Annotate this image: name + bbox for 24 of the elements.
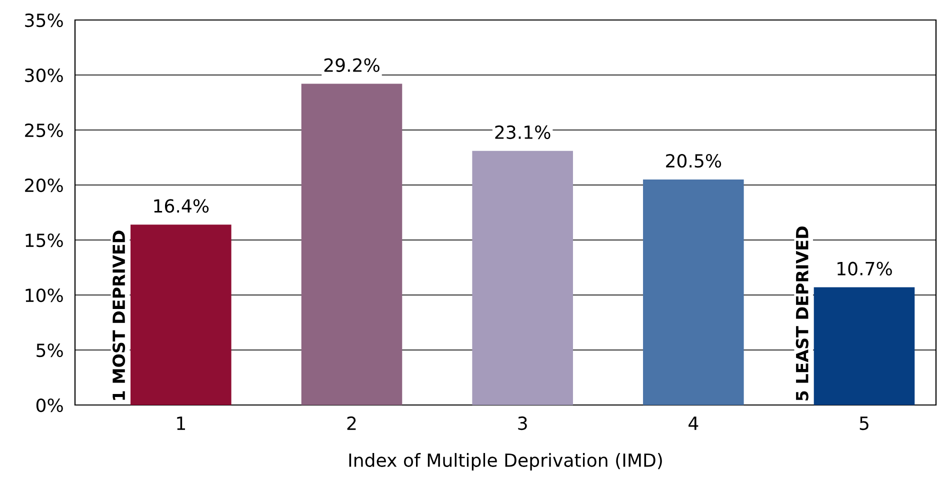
y-tick-label: 5%	[36, 343, 63, 358]
data-label: 20.5%	[666, 154, 722, 168]
x-axis-title: Index of Multiple Deprivation (IMD)	[349, 453, 662, 471]
x-tick-label: 4	[688, 416, 698, 430]
annotation: 1 MOST DEPRIVED	[112, 230, 126, 400]
data-label: 16.4%	[154, 199, 209, 213]
y-tick-label: 0%	[36, 398, 63, 412]
x-tick-label: 5	[860, 416, 868, 430]
y-tick-label: 30%	[25, 68, 63, 82]
y-tick-label: 35%	[25, 13, 63, 28]
bar	[301, 84, 402, 405]
y-tick-label: 20%	[25, 178, 63, 192]
y-tick-label: 10%	[26, 288, 63, 302]
data-label: 29.2%	[324, 58, 380, 72]
data-label: 10.7%	[838, 262, 892, 276]
x-tick-label: 2	[347, 416, 356, 430]
bar	[643, 180, 744, 405]
bar	[472, 150, 573, 405]
annotation: 5 LEAST DEPRIVED	[796, 226, 808, 400]
x-tick-label: 1	[177, 416, 185, 430]
data-label: 23.1%	[495, 125, 550, 140]
y-tick-label: 15%	[26, 233, 63, 248]
x-tick-label: 3	[518, 416, 527, 430]
y-tick-label: 25%	[25, 123, 63, 138]
